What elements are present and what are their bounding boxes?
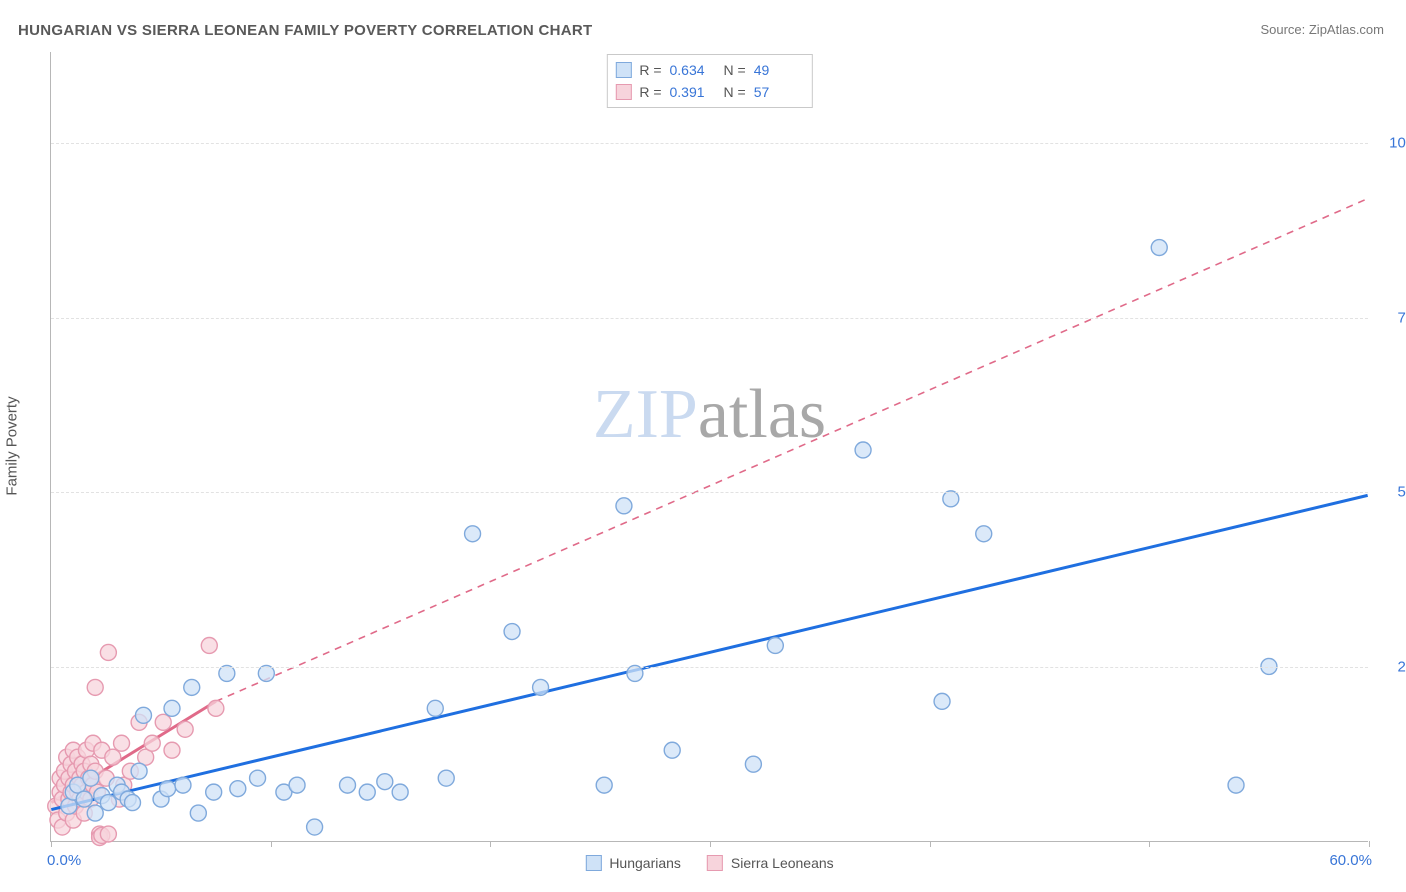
data-point-hungarians xyxy=(976,526,992,542)
grid-line xyxy=(51,143,1368,144)
data-point-hungarians xyxy=(596,777,612,793)
y-tick-label: 75.0% xyxy=(1380,309,1406,326)
data-point-hungarians xyxy=(359,784,375,800)
source-prefix: Source: xyxy=(1260,22,1308,37)
data-point-hungarians xyxy=(465,526,481,542)
scatter-plot: ZIPatlas R = 0.634 N = 49 R = 0.391 N = … xyxy=(50,52,1368,842)
swatch-sierra-leoneans xyxy=(615,84,631,100)
corr-row-2: R = 0.391 N = 57 xyxy=(615,81,799,103)
r-value-1: 0.634 xyxy=(670,59,716,81)
y-tick-label: 100.0% xyxy=(1380,134,1406,151)
data-point-hungarians xyxy=(131,763,147,779)
source-name: ZipAtlas.com xyxy=(1309,22,1384,37)
data-point-sierra_leoneans xyxy=(201,638,217,654)
data-point-hungarians xyxy=(767,638,783,654)
data-point-hungarians xyxy=(340,777,356,793)
r-label: R = xyxy=(639,81,661,103)
x-axis-end-label: 60.0% xyxy=(1329,852,1372,869)
data-point-hungarians xyxy=(377,774,393,790)
data-point-hungarians xyxy=(438,770,454,786)
trend-line-hungarians xyxy=(51,495,1367,809)
n-label: N = xyxy=(724,59,746,81)
data-point-hungarians xyxy=(87,805,103,821)
x-tick xyxy=(490,841,491,847)
data-point-sierra_leoneans xyxy=(177,721,193,737)
data-point-hungarians xyxy=(164,700,180,716)
data-point-hungarians xyxy=(504,624,520,640)
data-point-hungarians xyxy=(230,781,246,797)
x-tick xyxy=(51,841,52,847)
trend-extrapolation-sierra_leoneans xyxy=(216,199,1368,702)
source-attribution: Source: ZipAtlas.com xyxy=(1260,22,1384,37)
data-point-hungarians xyxy=(125,795,141,811)
swatch-hungarians xyxy=(615,62,631,78)
data-point-hungarians xyxy=(190,805,206,821)
legend-label-sierra-leoneans: Sierra Leoneans xyxy=(731,855,834,871)
data-point-sierra_leoneans xyxy=(87,679,103,695)
y-tick-label: 50.0% xyxy=(1380,484,1406,501)
data-point-hungarians xyxy=(745,756,761,772)
data-point-sierra_leoneans xyxy=(100,644,116,660)
x-tick xyxy=(1369,841,1370,847)
data-point-hungarians xyxy=(135,707,151,723)
plot-svg xyxy=(51,52,1368,841)
data-point-hungarians xyxy=(184,679,200,695)
data-point-hungarians xyxy=(664,742,680,758)
n-value-2: 57 xyxy=(754,81,800,103)
x-tick xyxy=(710,841,711,847)
data-point-hungarians xyxy=(392,784,408,800)
r-label: R = xyxy=(639,59,661,81)
data-point-sierra_leoneans xyxy=(208,700,224,716)
x-tick xyxy=(1149,841,1150,847)
data-point-sierra_leoneans xyxy=(144,735,160,751)
r-value-2: 0.391 xyxy=(670,81,716,103)
data-point-hungarians xyxy=(76,791,92,807)
data-point-hungarians xyxy=(533,679,549,695)
grid-line xyxy=(51,667,1368,668)
data-point-hungarians xyxy=(100,795,116,811)
data-point-sierra_leoneans xyxy=(164,742,180,758)
y-axis-title: Family Poverty xyxy=(4,396,21,495)
data-point-sierra_leoneans xyxy=(155,714,171,730)
series-legend: Hungarians Sierra Leoneans xyxy=(585,855,833,871)
x-tick xyxy=(271,841,272,847)
data-point-hungarians xyxy=(160,781,176,797)
n-label: N = xyxy=(724,81,746,103)
legend-item-hungarians: Hungarians xyxy=(585,855,681,871)
data-point-hungarians xyxy=(427,700,443,716)
data-point-hungarians xyxy=(175,777,191,793)
data-point-hungarians xyxy=(1228,777,1244,793)
n-value-1: 49 xyxy=(754,59,800,81)
data-point-hungarians xyxy=(855,442,871,458)
correlation-legend: R = 0.634 N = 49 R = 0.391 N = 57 xyxy=(606,54,812,108)
corr-row-1: R = 0.634 N = 49 xyxy=(615,59,799,81)
legend-item-sierra-leoneans: Sierra Leoneans xyxy=(707,855,834,871)
legend-label-hungarians: Hungarians xyxy=(609,855,681,871)
x-axis-start-label: 0.0% xyxy=(47,852,81,869)
legend-swatch-hungarians xyxy=(585,855,601,871)
data-point-hungarians xyxy=(83,770,99,786)
y-tick-label: 25.0% xyxy=(1380,659,1406,676)
data-point-hungarians xyxy=(934,693,950,709)
data-point-sierra_leoneans xyxy=(114,735,130,751)
data-point-hungarians xyxy=(289,777,305,793)
grid-line xyxy=(51,492,1368,493)
data-point-hungarians xyxy=(206,784,222,800)
data-point-hungarians xyxy=(1151,240,1167,256)
grid-line xyxy=(51,318,1368,319)
data-point-hungarians xyxy=(307,819,323,835)
legend-swatch-sierra-leoneans xyxy=(707,855,723,871)
x-tick xyxy=(930,841,931,847)
data-point-sierra_leoneans xyxy=(100,826,116,842)
data-point-hungarians xyxy=(616,498,632,514)
chart-title: HUNGARIAN VS SIERRA LEONEAN FAMILY POVER… xyxy=(18,22,592,39)
data-point-sierra_leoneans xyxy=(105,749,121,765)
data-point-hungarians xyxy=(250,770,266,786)
